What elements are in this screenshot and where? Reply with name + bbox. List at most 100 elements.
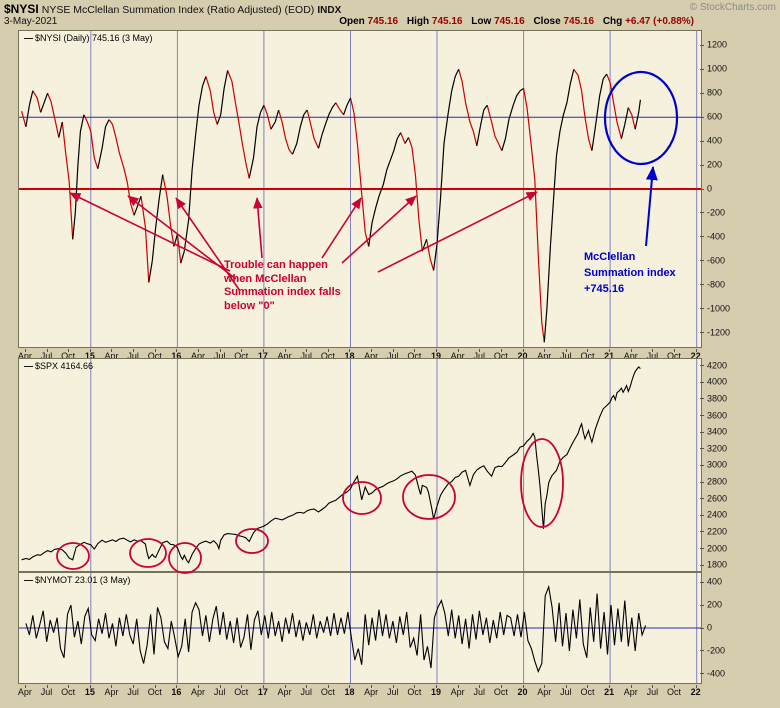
mcclellan-annotation-text: McClellan Summation index +745.16 (584, 251, 676, 295)
x-axis-tick (544, 685, 546, 688)
x-axis-tick (176, 685, 178, 688)
x-axis-tick (306, 349, 308, 352)
legend-line-icon: — (24, 575, 33, 585)
y-axis-label: 1000 (707, 63, 728, 74)
y-axis-label: 3800 (707, 393, 728, 404)
x-axis-label: Jul (560, 687, 572, 697)
x-axis-tick (154, 349, 156, 352)
x-axis-label: 20 (517, 351, 528, 361)
x-axis-label: 16 (171, 687, 182, 697)
x-axis-tick (414, 685, 416, 688)
y-axis-label: -1000 (707, 303, 731, 314)
low-label: Low (471, 16, 492, 27)
x-axis-label: 15 (84, 351, 95, 361)
x-axis-label: 21 (604, 687, 615, 697)
high-value: 745.16 (431, 16, 463, 27)
x-axis-tick (219, 685, 221, 688)
x-axis-label: 21 (604, 351, 615, 361)
x-axis-label: Apr (537, 687, 552, 697)
chart-date: 3-May-2021 (4, 16, 58, 27)
x-axis-tick (652, 349, 654, 352)
x-axis-bottom: Apr Jul Oct 15 Apr Jul Oct 16 Apr Jul Oct 17 Apr Jul O… (18, 685, 762, 697)
spx-legend: — $SPX 4164.66 (24, 361, 94, 371)
x-axis-tick (89, 685, 91, 688)
x-axis-label: Oct (61, 351, 76, 361)
symbol-label: $NYSI (4, 2, 39, 16)
x-axis-tick (68, 685, 70, 688)
x-axis-tick (133, 349, 135, 352)
x-axis-label: Apr (450, 687, 465, 697)
x-axis-label: Jul (300, 351, 312, 361)
x-axis-tick (500, 685, 502, 688)
y-axis-label: 400 (707, 135, 723, 146)
x-axis-tick (241, 685, 243, 688)
x-axis-label: 22 (690, 351, 701, 361)
x-axis-tick (133, 685, 135, 688)
x-axis-tick (46, 685, 48, 688)
y-axis-label: 3000 (707, 459, 728, 470)
ohlc-quote: Open 745.16 High 745.16 Low 745.16 Close… (339, 16, 700, 27)
x-axis-tick (198, 685, 200, 688)
x-axis-label: Apr (104, 351, 119, 361)
x-axis-tick (457, 349, 459, 352)
x-axis-tick (522, 349, 524, 352)
y-axis-label: -800 (707, 279, 726, 290)
x-axis-label: Oct (407, 687, 422, 697)
x-axis-tick (630, 685, 632, 688)
x-axis-tick (695, 349, 697, 352)
high-label: High (406, 16, 430, 27)
x-axis-tick (609, 685, 611, 688)
spx-panel: — $SPX 4164.66 (18, 358, 702, 572)
x-axis-tick (327, 685, 329, 688)
x-axis-tick (68, 349, 70, 352)
low-value: 745.16 (494, 16, 525, 27)
x-axis-tick (587, 349, 589, 352)
y-axis-label: 0 (707, 183, 713, 194)
x-axis-tick (46, 349, 48, 352)
x-axis-label: Apr (450, 351, 465, 361)
x-axis-tick (630, 349, 632, 352)
x-axis-label: Jul (386, 351, 399, 361)
x-axis-tick (674, 685, 676, 688)
x-axis-label: 15 (84, 687, 95, 697)
x-axis-label: Jul (560, 351, 572, 361)
y-axis-label: -200 (707, 207, 726, 218)
y-axis-label: 400 (707, 576, 723, 587)
y-axis-label: -400 (707, 668, 726, 679)
x-axis-tick (609, 349, 611, 352)
x-axis-tick (695, 685, 697, 688)
x-axis-tick (349, 349, 351, 352)
trouble-annotation-text: Trouble can happen when McClellan Summat… (224, 259, 341, 312)
chg-value: +6.47 (+0.88%) (625, 16, 694, 27)
x-axis-tick (89, 349, 91, 352)
legend-line-icon: — (24, 361, 33, 371)
x-axis-tick (198, 349, 200, 352)
x-axis-tick (241, 349, 243, 352)
x-axis-label: Jul (646, 351, 659, 361)
date-quote-row: 3-May-2021 Open 745.16 High 745.16 Low 7… (4, 16, 700, 27)
x-axis-label: Apr (623, 351, 638, 361)
x-axis-label: 16 (171, 351, 182, 361)
x-axis-tick (587, 685, 589, 688)
y-axis-label: 2400 (707, 509, 728, 520)
x-axis-label: Jul (646, 687, 659, 697)
x-axis-label: Oct (667, 351, 682, 361)
x-axis-label: Oct (407, 351, 422, 361)
x-axis-label: 19 (431, 687, 442, 697)
nysi-panel: — $NYSI (Daily) 745.16 (3 May) (18, 30, 702, 348)
x-axis-tick (306, 685, 308, 688)
x-axis-label: Jul (213, 351, 226, 361)
x-axis-tick (457, 685, 459, 688)
y-axis-label: 3400 (707, 426, 728, 437)
y-axis-label: 1800 (707, 559, 728, 570)
x-axis-label: 19 (431, 351, 442, 361)
chg-label: Chg (602, 16, 623, 27)
y-axis-label: 800 (707, 87, 723, 98)
x-axis-label: Apr (191, 351, 206, 361)
x-axis-tick (500, 349, 502, 352)
x-axis-label: Jul (473, 351, 486, 361)
x-axis-label: Jul (40, 687, 53, 697)
x-axis-label: 17 (257, 687, 268, 697)
y-axis-label: 600 (707, 111, 723, 122)
